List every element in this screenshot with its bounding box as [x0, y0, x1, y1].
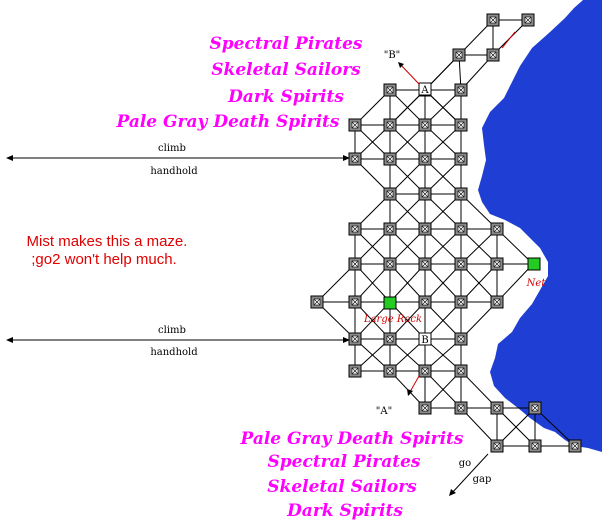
corner-exit-top-label: go — [459, 458, 471, 469]
room-square — [490, 401, 504, 415]
room-square — [418, 364, 432, 378]
room-square — [418, 222, 432, 236]
room-square — [383, 187, 397, 201]
room-square — [454, 152, 468, 166]
mob-bottom-2: Spectral Pirates — [268, 452, 421, 472]
room-square — [486, 48, 500, 62]
net-label: Net — [526, 278, 547, 289]
room-square — [348, 222, 362, 236]
room-a-marker: A — [418, 82, 432, 96]
room-square — [383, 332, 397, 346]
room-square — [528, 439, 542, 453]
maze-note-line2: ;go2 won't help much. — [31, 251, 176, 268]
room-square — [383, 364, 397, 378]
lower-exit-arrowhead-right — [343, 337, 350, 343]
room-square — [454, 118, 468, 132]
upper-exit-top-label: climb — [158, 143, 186, 154]
upper-exit-arrowhead-left — [6, 155, 13, 161]
room-square — [454, 222, 468, 236]
upper-exit-arrowhead-right — [343, 155, 350, 161]
mob-top-1: Spectral Pirates — [210, 34, 363, 54]
lower-exit-arrowhead-left — [6, 337, 13, 343]
room-square — [418, 187, 432, 201]
large-rock-label: Large Rock — [363, 314, 422, 325]
a-pointer-arrow — [407, 389, 413, 396]
room-square — [310, 295, 324, 309]
room-b-marker: B — [418, 332, 432, 346]
room-square — [521, 13, 535, 27]
room-square — [348, 257, 362, 271]
room-square — [383, 118, 397, 132]
room-square — [418, 401, 432, 415]
room-square — [454, 257, 468, 271]
room-square — [568, 439, 582, 453]
mob-bottom-3: Skeletal Sailors — [267, 477, 417, 497]
room-square — [418, 118, 432, 132]
room-square — [348, 295, 362, 309]
room-square — [348, 152, 362, 166]
a-pointer-text: "A" — [376, 406, 392, 417]
room-square — [454, 187, 468, 201]
lower-exit-bottom-label: handhold — [150, 347, 198, 358]
water-area — [478, 0, 602, 452]
corner-exit-arrow — [450, 453, 489, 495]
room-square — [490, 257, 504, 271]
large-rock-room — [383, 296, 397, 310]
maze-note-line1: Mist makes this a maze. — [27, 233, 188, 250]
room-square — [383, 152, 397, 166]
room-square — [348, 364, 362, 378]
room-a-label: A — [420, 85, 429, 96]
upper-exit-bottom-label: handhold — [150, 166, 198, 177]
net-room — [527, 257, 541, 271]
room-square — [348, 118, 362, 132]
room-b-label: B — [421, 335, 428, 346]
room-square — [383, 222, 397, 236]
room-square — [454, 332, 468, 346]
passage-line — [534, 407, 576, 447]
room-squares — [310, 13, 582, 453]
corner-exit-bottom-label: gap — [473, 474, 492, 485]
room-square — [490, 222, 504, 236]
mob-top-2: Skeletal Sailors — [211, 60, 361, 80]
mob-top-3: Dark Spirits — [227, 87, 344, 107]
b-pointer-arrow — [398, 62, 404, 68]
room-square — [454, 364, 468, 378]
a-pointer-line — [409, 375, 420, 393]
room-square — [454, 295, 468, 309]
b-pointer-text: "B" — [384, 50, 401, 61]
room-square — [454, 83, 468, 97]
room-square — [348, 332, 362, 346]
room-square — [418, 295, 432, 309]
room-square — [418, 257, 432, 271]
b-pointer-line — [399, 63, 420, 85]
room-square — [418, 152, 432, 166]
room-square — [452, 48, 466, 62]
room-square — [383, 83, 397, 97]
room-square — [454, 401, 468, 415]
corner-red-line — [501, 31, 516, 49]
room-square — [383, 257, 397, 271]
room-square — [486, 13, 500, 27]
lower-exit-top-label: climb — [158, 325, 186, 336]
mob-bottom-1: Pale Gray Death Spirits — [240, 429, 464, 449]
room-square — [490, 439, 504, 453]
mob-bottom-4: Dark Spirits — [286, 501, 403, 521]
mob-top-4: Pale Gray Death Spirits — [116, 112, 340, 132]
room-square — [490, 295, 504, 309]
room-square — [528, 401, 542, 415]
corner-exit-arrowhead — [449, 489, 456, 496]
